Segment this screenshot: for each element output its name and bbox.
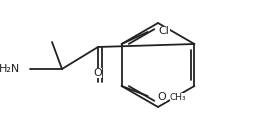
Text: Cl: Cl (159, 26, 169, 36)
Text: O: O (158, 92, 166, 102)
Text: O: O (94, 68, 102, 78)
Text: CH₃: CH₃ (170, 92, 186, 102)
Text: H₂N: H₂N (0, 64, 20, 74)
